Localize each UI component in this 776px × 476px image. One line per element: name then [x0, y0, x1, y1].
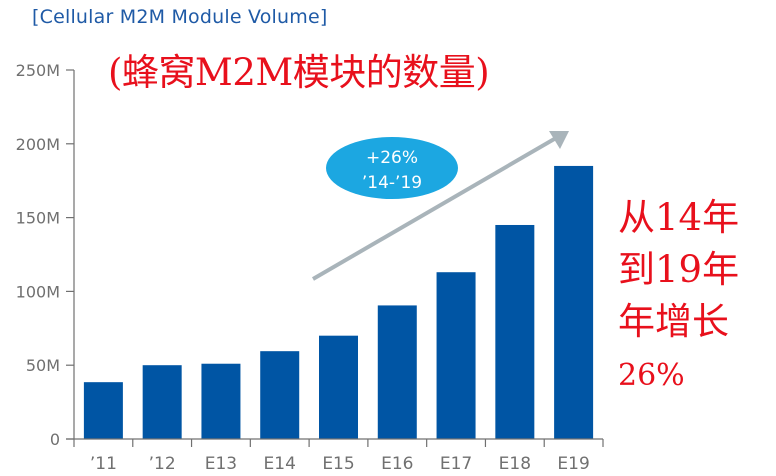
x-tick-label: ’12 — [149, 454, 176, 474]
y-tick-label: 50M — [26, 356, 60, 375]
x-tick-label: E17 — [440, 454, 472, 474]
cagr-bubble: +26% ’14-’19 — [326, 137, 458, 199]
bar-5 — [377, 305, 417, 439]
bubble-ellipse — [326, 137, 458, 199]
bar-3 — [260, 351, 300, 439]
bubble-line-1: +26% — [366, 148, 418, 168]
bubble-line-2: ’14-’19 — [362, 173, 422, 193]
bar-8 — [554, 165, 594, 439]
x-tick-label: E14 — [264, 454, 296, 474]
y-tick-label: 200M — [16, 135, 60, 154]
y-tick-label: 100M — [16, 282, 60, 301]
note-line-2: 到19年 — [618, 248, 740, 291]
x-tick-label: E13 — [205, 454, 237, 474]
x-tick-label: E15 — [322, 454, 354, 474]
y-tick-label: 0 — [50, 430, 60, 449]
x-axis: ’11 ’12 E13 E14 E15 E16 E17 E18 E19 — [66, 438, 604, 474]
arrow-line — [311, 136, 558, 281]
x-tick-label: E18 — [499, 454, 531, 474]
note-line-3: 年增长 — [618, 300, 729, 343]
x-tick-label: ’11 — [90, 454, 117, 474]
x-tick-label: E19 — [557, 454, 589, 474]
bar-6 — [436, 272, 476, 439]
bar-1 — [142, 365, 182, 439]
y-axis: 0 50M 100M 150M 200M 250M — [16, 61, 75, 449]
note-line-1: 从14年 — [618, 196, 740, 239]
bar-0 — [83, 382, 123, 439]
chinese-growth-note: 从14年 到19年 年增长 26% — [618, 192, 739, 402]
y-tick-label: 150M — [16, 209, 60, 228]
growth-arrow — [311, 131, 569, 281]
arrow-head-icon — [549, 131, 569, 149]
y-tick-label: 250M — [16, 61, 60, 80]
note-line-4: 26% — [618, 358, 685, 393]
x-tick-label: E16 — [381, 454, 413, 474]
bar-4 — [319, 335, 358, 439]
bar-2 — [201, 363, 241, 439]
chart-title: [Cellular M2M Module Volume] — [32, 6, 328, 28]
bar-7 — [495, 224, 535, 439]
bars — [83, 165, 594, 439]
chinese-subtitle: (蜂窝M2M模块的数量) — [108, 51, 490, 94]
